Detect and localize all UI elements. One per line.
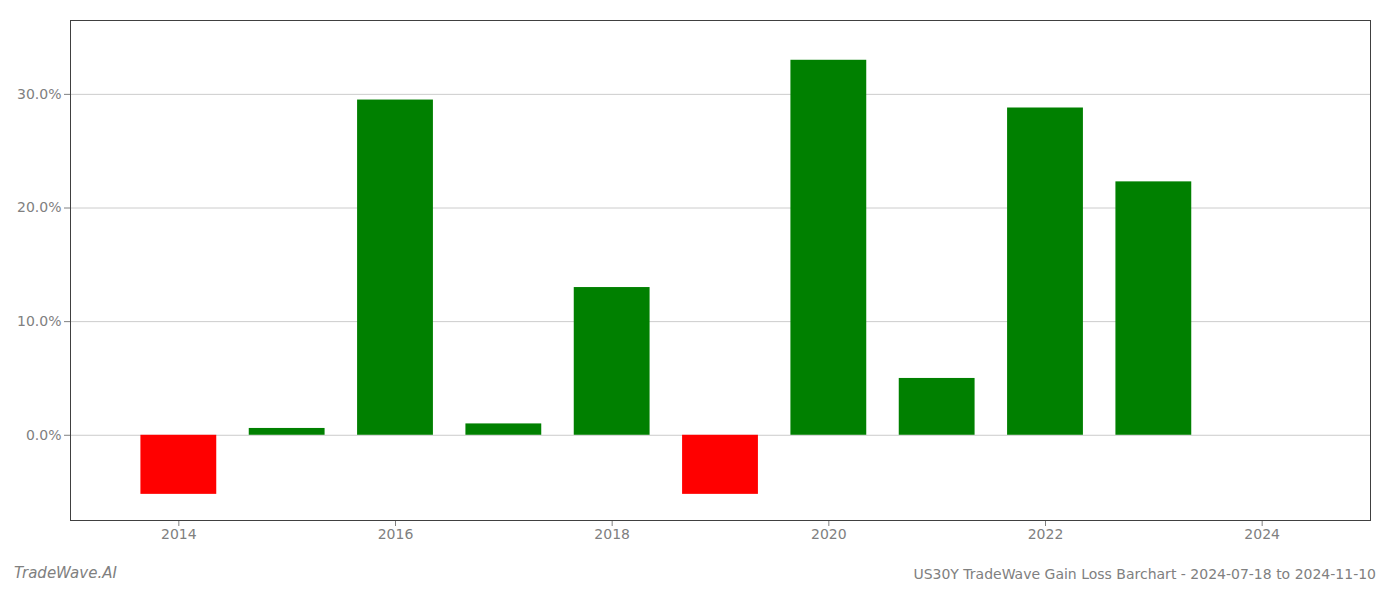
svg-text:20.0%: 20.0% (17, 199, 61, 215)
html-text:US30Y TradeWave Gain Loss Barc: US30Y TradeWave Gain Loss Barchart - 202… (913, 566, 1376, 582)
svg-text:2016: 2016 (378, 526, 414, 542)
svg-text:2020: 2020 (811, 526, 847, 542)
html-text:TradeWave.AI: TradeWave.AI (14, 564, 117, 582)
svg-text:0.0%: 0.0% (26, 427, 62, 443)
svg-text:2024: 2024 (1244, 526, 1280, 542)
svg-text:10.0%: 10.0% (17, 313, 61, 329)
svg-text:2022: 2022 (1028, 526, 1064, 542)
svg-text:2018: 2018 (594, 526, 630, 542)
svg-text:2014: 2014 (161, 526, 197, 542)
svg-text:30.0%: 30.0% (17, 86, 61, 102)
